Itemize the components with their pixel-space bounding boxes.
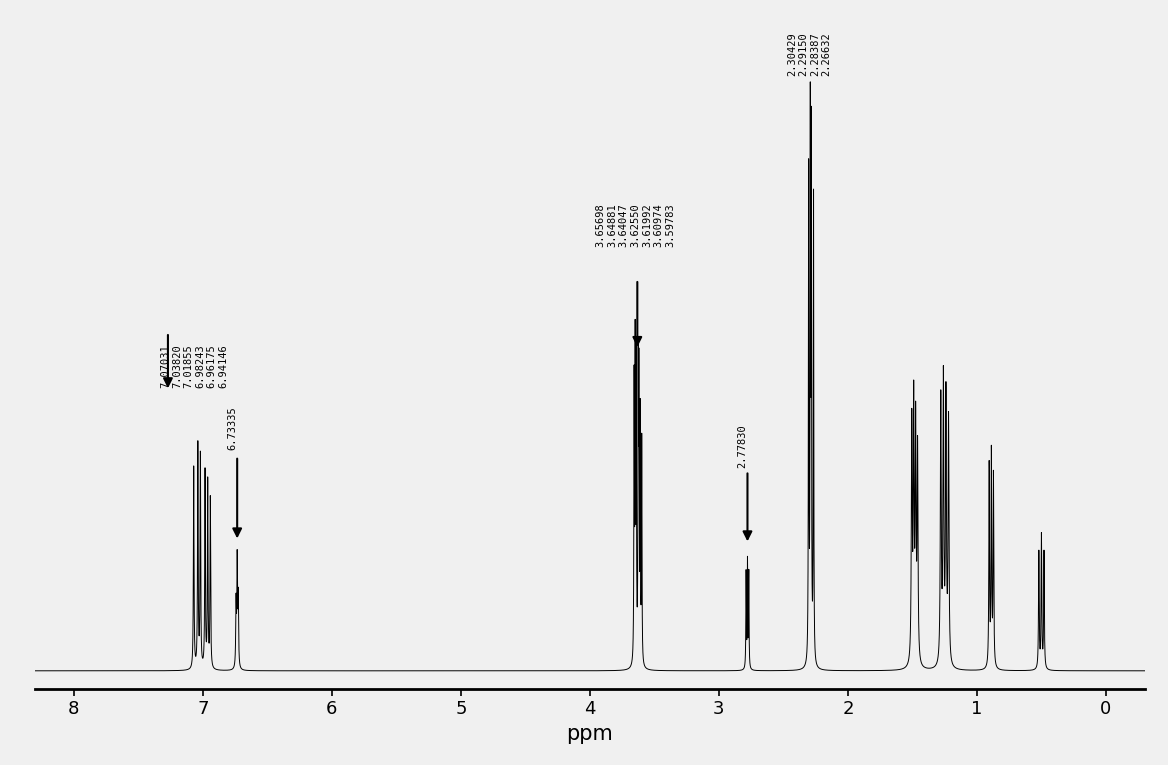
- Text: 2.77830: 2.77830: [737, 424, 748, 467]
- Text: 2.30429
2.29150
2.28387
2.26632: 2.30429 2.29150 2.28387 2.26632: [787, 32, 832, 76]
- Text: 7.07031
7.03820
7.01855
6.98243
6.96175
6.94146: 7.07031 7.03820 7.01855 6.98243 6.96175 …: [160, 344, 229, 388]
- Text: 6.73335: 6.73335: [227, 406, 237, 450]
- Text: 3.65698
3.64881
3.64047
3.62550
3.61992
3.60974
3.59783: 3.65698 3.64881 3.64047 3.62550 3.61992 …: [596, 203, 675, 247]
- X-axis label: ppm: ppm: [566, 724, 613, 744]
